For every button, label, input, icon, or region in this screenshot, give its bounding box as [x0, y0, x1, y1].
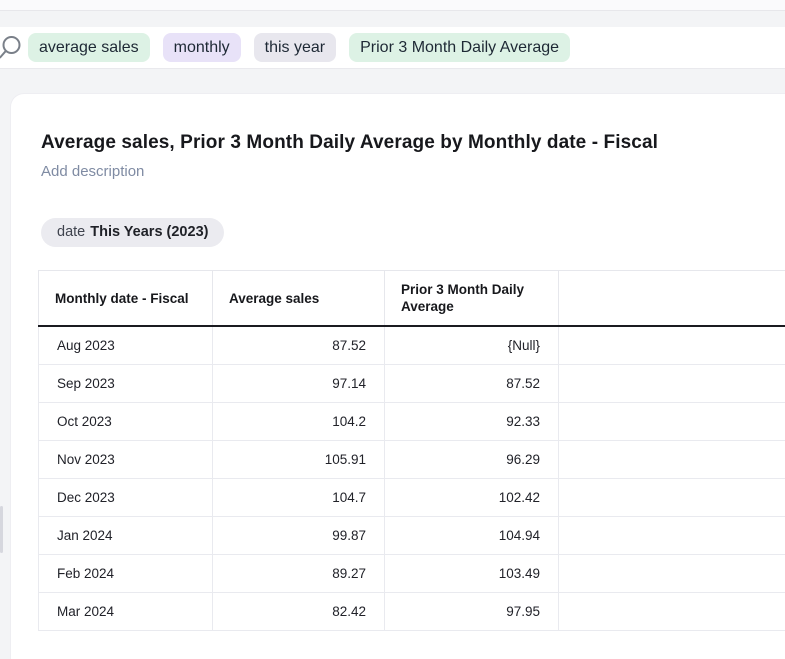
answer-card: Average sales, Prior 3 Month Daily Avera… [10, 93, 785, 659]
cell-average-sales: 89.27 [213, 554, 385, 592]
add-description-placeholder[interactable]: Add description [41, 163, 785, 181]
cell-prior-3-month: 92.33 [385, 402, 559, 440]
cell-month: Feb 2024 [39, 554, 213, 592]
table-row: Dec 2023 104.7 102.42 [39, 478, 785, 516]
date-filter-pill[interactable]: date This Years (2023) [41, 218, 224, 247]
cell-month: Oct 2023 [39, 402, 213, 440]
cell-average-sales: 82.42 [213, 592, 385, 630]
table-row: Feb 2024 89.27 103.49 [39, 554, 785, 592]
app-screen: average sales monthly this year Prior 3 … [0, 0, 785, 659]
cell-empty [559, 326, 785, 364]
table-body: Aug 2023 87.52 {Null} Sep 2023 97.14 87.… [39, 326, 785, 630]
column-header-monthly-date[interactable]: Monthly date - Fiscal [39, 271, 213, 327]
cell-prior-3-month: 104.94 [385, 516, 559, 554]
cell-month: Jan 2024 [39, 516, 213, 554]
cell-prior-3-month: 97.95 [385, 592, 559, 630]
cell-prior-3-month: 96.29 [385, 440, 559, 478]
cell-average-sales: 104.7 [213, 478, 385, 516]
search-token-list: average sales monthly this year Prior 3 … [28, 33, 570, 62]
table-header-row: Monthly date - Fiscal Average sales Prio… [39, 271, 785, 327]
cell-month: Dec 2023 [39, 478, 213, 516]
filter-label: date [57, 224, 85, 241]
cell-month: Aug 2023 [39, 326, 213, 364]
left-scrollbar-thumb[interactable] [0, 506, 3, 553]
cell-average-sales: 97.14 [213, 364, 385, 402]
table-row: Mar 2024 82.42 97.95 [39, 592, 785, 630]
table-row: Sep 2023 97.14 87.52 [39, 364, 785, 402]
cell-empty [559, 516, 785, 554]
column-header-prior-3-month[interactable]: Prior 3 Month Daily Average [385, 271, 559, 327]
cell-prior-3-month: 103.49 [385, 554, 559, 592]
cell-empty [559, 440, 785, 478]
cell-prior-3-month: 87.52 [385, 364, 559, 402]
cell-month: Mar 2024 [39, 592, 213, 630]
cell-prior-3-month: 102.42 [385, 478, 559, 516]
column-header-empty [559, 271, 785, 327]
cell-month: Nov 2023 [39, 440, 213, 478]
cell-empty [559, 364, 785, 402]
search-bar[interactable]: average sales monthly this year Prior 3 … [0, 27, 785, 69]
search-token[interactable]: monthly [163, 33, 241, 62]
top-gap [0, 11, 785, 27]
column-header-average-sales[interactable]: Average sales [213, 271, 385, 327]
cell-average-sales: 87.52 [213, 326, 385, 364]
table-header: Monthly date - Fiscal Average sales Prio… [39, 271, 785, 327]
table-row: Oct 2023 104.2 92.33 [39, 402, 785, 440]
answer-title: Average sales, Prior 3 Month Daily Avera… [41, 131, 785, 155]
search-token[interactable]: Prior 3 Month Daily Average [349, 33, 570, 62]
table-row: Jan 2024 99.87 104.94 [39, 516, 785, 554]
table-row: Aug 2023 87.52 {Null} [39, 326, 785, 364]
cell-average-sales: 99.87 [213, 516, 385, 554]
cell-empty [559, 478, 785, 516]
search-token[interactable]: average sales [28, 33, 150, 62]
content-gap [0, 69, 785, 92]
cell-average-sales: 104.2 [213, 402, 385, 440]
results-table: Monthly date - Fiscal Average sales Prio… [38, 270, 785, 631]
filter-value: This Years (2023) [90, 224, 208, 241]
table-row: Nov 2023 105.91 96.29 [39, 440, 785, 478]
search-token[interactable]: this year [254, 33, 336, 62]
cell-empty [559, 592, 785, 630]
cell-average-sales: 105.91 [213, 440, 385, 478]
search-icon [0, 34, 24, 62]
cell-month: Sep 2023 [39, 364, 213, 402]
top-toolbar-edge [0, 0, 785, 11]
cell-empty [559, 402, 785, 440]
cell-empty [559, 554, 785, 592]
cell-prior-3-month: {Null} [385, 326, 559, 364]
